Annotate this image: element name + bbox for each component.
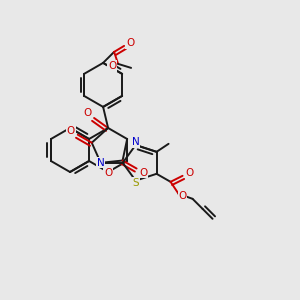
Text: O: O (178, 191, 187, 201)
Text: O: O (140, 167, 148, 178)
Text: S: S (132, 178, 139, 188)
Text: N: N (132, 137, 140, 147)
Text: O: O (83, 108, 91, 118)
Text: O: O (104, 168, 112, 178)
Text: O: O (67, 126, 75, 136)
Text: O: O (108, 61, 116, 71)
Text: O: O (126, 38, 134, 48)
Text: N: N (97, 158, 105, 168)
Text: O: O (185, 168, 194, 178)
